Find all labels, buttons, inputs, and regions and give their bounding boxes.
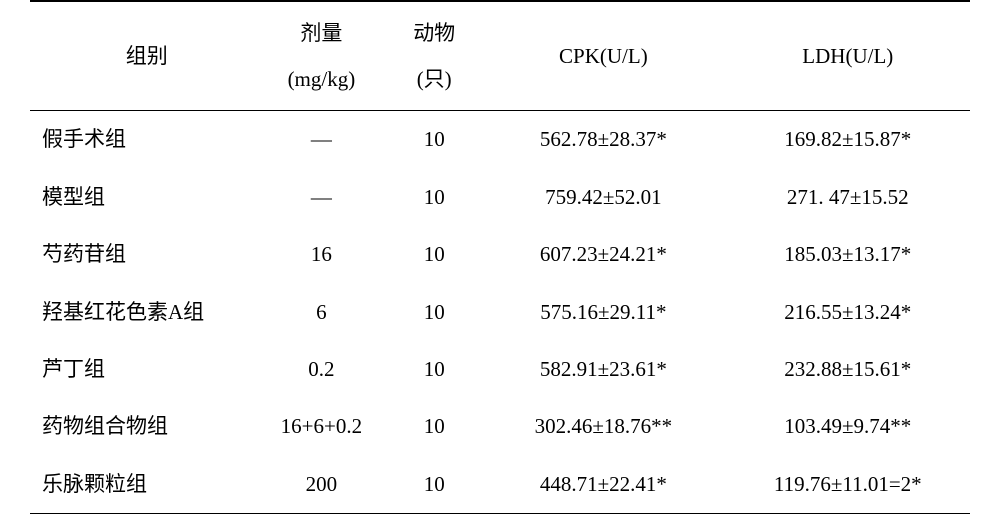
cell-dose: 0.2: [256, 341, 388, 398]
table-row: 模型组 — 10 759.42±52.01 271. 47±15.52: [30, 169, 970, 226]
table-row: 羟基红花色素A组 6 10 575.16±29.11* 216.55±13.24…: [30, 284, 970, 341]
cell-ldh: 103.49±9.74**: [726, 398, 970, 455]
cell-group: 芦丁组: [30, 341, 256, 398]
col-header-group: 组别: [30, 1, 256, 111]
cell-n: 10: [387, 456, 481, 514]
cell-group: 模型组: [30, 169, 256, 226]
col-header-group-l1: 组别: [42, 33, 252, 79]
cell-group: 芍药苷组: [30, 226, 256, 283]
col-header-ldh: LDH(U/L): [726, 1, 970, 111]
cell-dose: —: [256, 169, 388, 226]
cell-ldh: 119.76±11.01=2*: [726, 456, 970, 514]
cell-cpk: 562.78±28.37*: [481, 111, 725, 169]
col-header-cpk: CPK(U/L): [481, 1, 725, 111]
cell-dose: 6: [256, 284, 388, 341]
cell-group: 药物组合物组: [30, 398, 256, 455]
cell-dose: 200: [256, 456, 388, 514]
table-row: 假手术组 — 10 562.78±28.37* 169.82±15.87*: [30, 111, 970, 169]
cell-n: 10: [387, 341, 481, 398]
col-header-ldh-l1: LDH(U/L): [730, 33, 966, 79]
table-row: 乐脉颗粒组 200 10 448.71±22.41* 119.76±11.01=…: [30, 456, 970, 514]
col-header-cpk-l1: CPK(U/L): [485, 33, 721, 79]
table-row: 芍药苷组 16 10 607.23±24.21* 185.03±13.17*: [30, 226, 970, 283]
table-body: 假手术组 — 10 562.78±28.37* 169.82±15.87* 模型…: [30, 111, 970, 514]
cell-n: 10: [387, 398, 481, 455]
col-header-dose-l1: 剂量: [260, 10, 384, 56]
cell-group: 羟基红花色素A组: [30, 284, 256, 341]
col-header-dose-l2: (mg/kg): [260, 56, 384, 102]
cell-n: 10: [387, 226, 481, 283]
cell-dose: 16: [256, 226, 388, 283]
table-row: 药物组合物组 16+6+0.2 10 302.46±18.76** 103.49…: [30, 398, 970, 455]
cell-ldh: 169.82±15.87*: [726, 111, 970, 169]
cell-cpk: 759.42±52.01: [481, 169, 725, 226]
cell-cpk: 582.91±23.61*: [481, 341, 725, 398]
cell-n: 10: [387, 169, 481, 226]
cell-ldh: 232.88±15.61*: [726, 341, 970, 398]
cell-dose: 16+6+0.2: [256, 398, 388, 455]
cell-n: 10: [387, 111, 481, 169]
col-header-n-l2: (只): [391, 56, 477, 102]
table-header-row: 组别 剂量 (mg/kg) 动物 (只) CPK(U/L) LDH(U/L): [30, 1, 970, 111]
cell-cpk: 302.46±18.76**: [481, 398, 725, 455]
data-table-container: 组别 剂量 (mg/kg) 动物 (只) CPK(U/L) LDH(U/L): [0, 0, 1000, 503]
col-header-n: 动物 (只): [387, 1, 481, 111]
col-header-n-l1: 动物: [391, 10, 477, 56]
cell-ldh: 271. 47±15.52: [726, 169, 970, 226]
cell-group: 假手术组: [30, 111, 256, 169]
cell-ldh: 216.55±13.24*: [726, 284, 970, 341]
cell-group: 乐脉颗粒组: [30, 456, 256, 514]
data-table: 组别 剂量 (mg/kg) 动物 (只) CPK(U/L) LDH(U/L): [30, 0, 970, 514]
cell-cpk: 575.16±29.11*: [481, 284, 725, 341]
cell-ldh: 185.03±13.17*: [726, 226, 970, 283]
cell-cpk: 448.71±22.41*: [481, 456, 725, 514]
col-header-dose: 剂量 (mg/kg): [256, 1, 388, 111]
cell-n: 10: [387, 284, 481, 341]
table-row: 芦丁组 0.2 10 582.91±23.61* 232.88±15.61*: [30, 341, 970, 398]
cell-dose: —: [256, 111, 388, 169]
cell-cpk: 607.23±24.21*: [481, 226, 725, 283]
